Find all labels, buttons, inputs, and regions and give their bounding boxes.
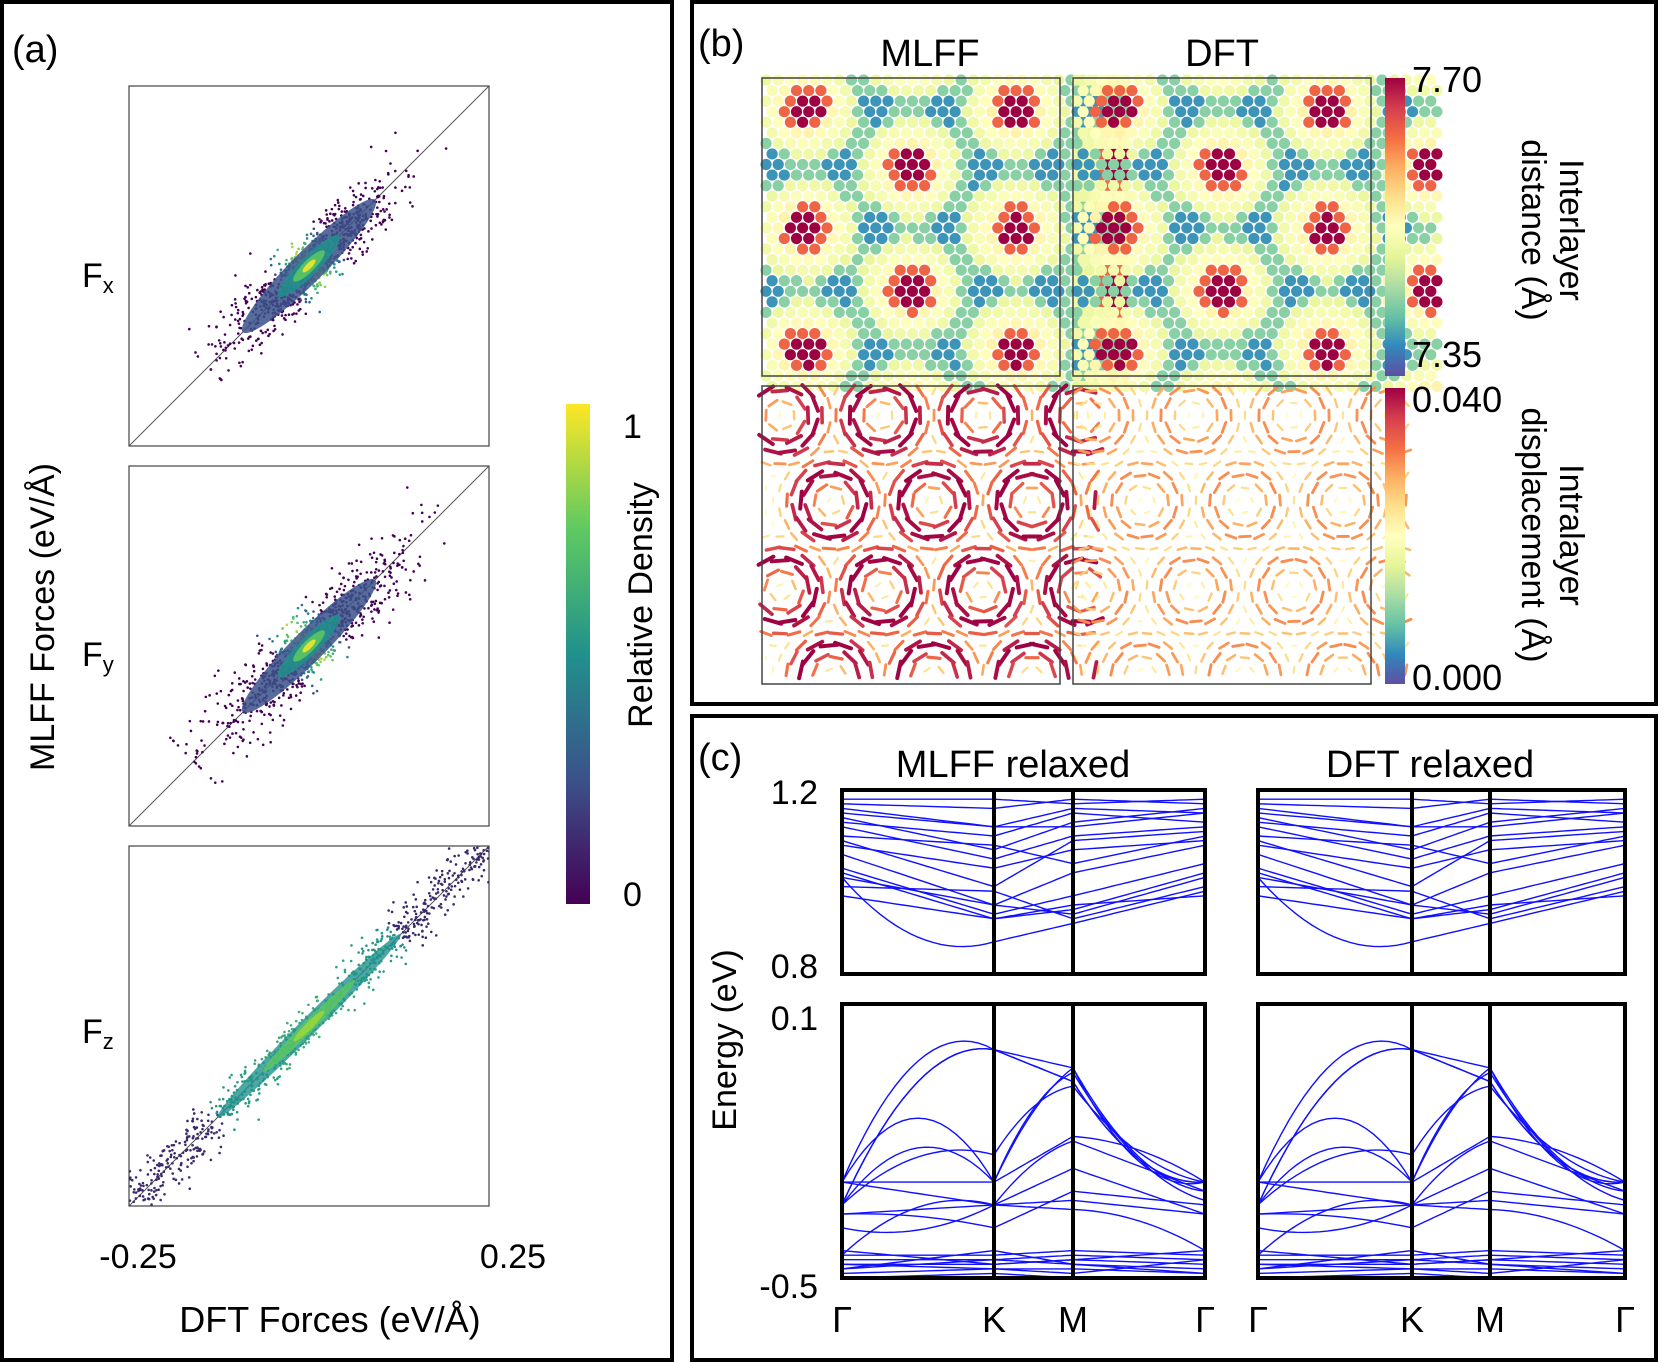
k-label-gamma-4: Γ [1615,1299,1635,1340]
col-title-mlff: MLFF [880,33,979,75]
k-label-k-2: K [1400,1299,1424,1340]
intralayer-min: 0.000 [1412,657,1502,698]
fz-label: Fz [82,1013,114,1054]
interlayer-label-2: distance (Å) [1514,139,1552,320]
panel-c-frame [690,714,1658,1362]
panel-b-label: (b) [698,23,744,65]
intralayer-colorbar [1385,388,1405,684]
band-plot-mlff [840,788,1207,1280]
map-mlff-interlayer [761,77,1061,377]
intralayer-arrows-dft [1070,385,1413,677]
ytick-0.8: 0.8 [771,948,818,986]
k-label-m-2: M [1475,1299,1505,1340]
fx-points [187,131,448,382]
intralayer-arrows-mlff [756,383,1105,681]
ytick-0.1: 0.1 [771,1000,818,1038]
title-mlff-relaxed: MLFF relaxed [896,744,1130,786]
conduction-bands-mlff [842,798,1205,948]
col-title-dft: DFT [1185,33,1259,75]
colorbar-label: Relative Density [622,482,660,728]
panel-a-xlabel: DFT Forces (eV/Å) [179,1299,480,1340]
band-frame-top-dft [1256,788,1627,976]
band-frame-bottom-dft [1256,1002,1627,1280]
band-frame-top-mlff [840,788,1207,976]
band-plot-dft [1256,788,1627,1280]
parity-plots [128,85,490,1207]
ytick-1.2: 1.2 [771,774,818,812]
band-structure [840,788,1627,1280]
band-frame-bottom-mlff [840,1002,1207,1280]
intralayer-maps [756,383,1413,681]
intralayer-max: 0.040 [1412,379,1502,420]
panel-c-ylabel: Energy (eV) [706,949,744,1130]
colorbar-tick-max: 1 [623,408,642,446]
fy-label: Fy [82,636,114,677]
valence-bands-mlff [842,1040,1205,1278]
intralayer-label-2: displacement (Å) [1514,407,1552,662]
k-label-m-1: M [1058,1299,1088,1340]
panel-c-label: (c) [698,737,742,779]
fy-points [169,486,446,784]
fz-parity-plot [128,845,490,1207]
panel-a-ylabel: MLFF Forces (eV/Å) [24,463,62,771]
k-label-gamma-3: Γ [1248,1299,1268,1340]
title-dft-relaxed: DFT relaxed [1326,744,1534,786]
panel-b-frame [690,0,1658,706]
ytick-neg0.5: -0.5 [759,1268,818,1306]
k-label-gamma-1: Γ [832,1299,852,1340]
fx-parity-plot [128,85,490,447]
panel-a-label: (a) [12,29,58,71]
density-colorbar [566,404,590,904]
k-label-gamma-2: Γ [1195,1299,1215,1340]
x-tick-max: 0.25 [480,1238,546,1276]
x-tick-min: -0.25 [99,1238,177,1276]
fy-parity-plot [128,465,490,827]
map-mlff-intralayer [761,385,1061,685]
panel-a-frame [0,0,674,1362]
fx-label: Fx [82,257,114,298]
k-label-k-1: K [982,1299,1006,1340]
map-dft-intralayer [1072,385,1372,685]
interlayer-maps [760,74,1443,392]
interlayer-dots-dft [1071,74,1443,392]
colorbar-tick-min: 0 [623,876,642,914]
interlayer-label-1: Interlayer [1552,159,1590,301]
interlayer-min: 7.35 [1412,334,1482,375]
interlayer-dots-mlff [760,74,1132,392]
interlayer-colorbar [1385,78,1405,376]
intralayer-label-1: Intralayer [1552,464,1590,606]
conduction-bands-dft [1258,798,1625,948]
fz-points [129,846,489,1206]
interlayer-max: 7.70 [1412,59,1482,100]
map-dft-interlayer [1072,77,1372,377]
valence-bands-dft [1258,1040,1625,1278]
